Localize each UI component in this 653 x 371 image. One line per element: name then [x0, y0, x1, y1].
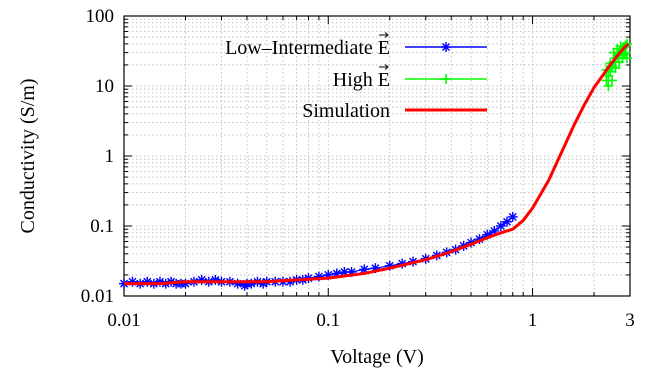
data-point [441, 42, 451, 52]
data-point [617, 53, 628, 64]
y-tick-label: 100 [86, 6, 115, 27]
data-point [603, 81, 614, 91]
y-tick-label: 10 [95, 76, 114, 97]
series-layer [119, 38, 632, 291]
data-point [196, 274, 207, 285]
data-point [607, 75, 618, 86]
legend-label: Simulation [302, 100, 390, 122]
data-point [507, 211, 518, 222]
x-tick-label: 0.1 [316, 310, 340, 331]
vector-arrow-icon [379, 64, 389, 70]
legend-label: High E [333, 69, 390, 91]
y-tick-label: 0.1 [90, 216, 114, 237]
data-point [441, 74, 451, 84]
x-axis-title: Voltage (V) [330, 346, 424, 368]
legend: Low–Intermediate E High E Simulation [225, 32, 487, 122]
y-tick-label: 0.01 [81, 286, 114, 307]
y-axis-title: Conductivity (S/m) [17, 79, 39, 234]
x-tick-label: 0.01 [107, 310, 140, 331]
data-point [610, 63, 621, 74]
series-none [124, 42, 630, 286]
y-tick-label: 1 [105, 146, 115, 167]
vector-arrow-icon [379, 32, 389, 38]
legend-swatch [405, 74, 487, 84]
x-tick-label: 3 [625, 310, 635, 331]
legend-label: Low–Intermediate E [225, 37, 390, 59]
grid [124, 16, 631, 296]
x-tick-label: 1 [528, 310, 538, 331]
data-point [127, 276, 138, 287]
data-point [142, 276, 153, 287]
simulation-line [124, 42, 630, 286]
data-point [180, 278, 191, 289]
data-point [232, 278, 243, 289]
legend-swatch [405, 42, 487, 52]
data-point [620, 47, 631, 58]
data-point [495, 221, 506, 231]
